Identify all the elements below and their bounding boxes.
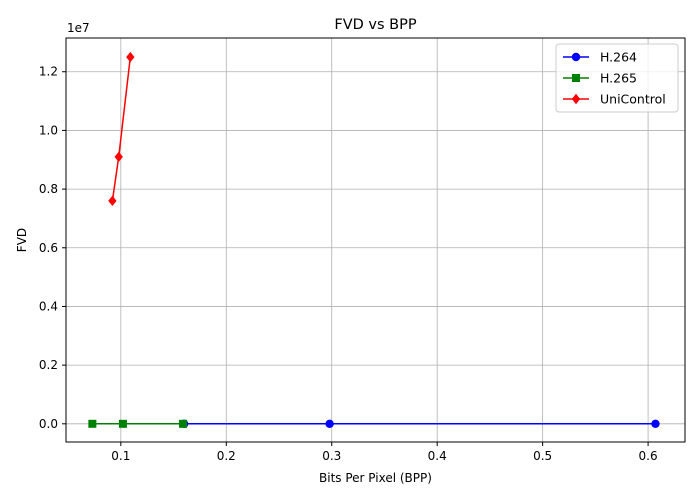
x-tick-label: 0.3 <box>322 449 341 463</box>
x-tick-label: 0.5 <box>533 449 552 463</box>
legend-label: H.265 <box>600 71 637 86</box>
y-tick-label: 0.0 <box>39 417 58 431</box>
data-point-unicontrol <box>126 51 135 63</box>
y-tick-label: 0.8 <box>39 182 58 196</box>
y-tick-label: 1.2 <box>39 65 58 79</box>
x-tick-label: 0.2 <box>217 449 236 463</box>
legend-marker <box>572 74 580 82</box>
y-tick-label: 1.0 <box>39 123 58 137</box>
plot-frame <box>65 37 686 443</box>
legend-label: UniControl <box>600 92 666 107</box>
data-point-h-265 <box>88 419 97 428</box>
data-point-h-265 <box>118 419 127 428</box>
x-tick-label: 0.1 <box>111 449 130 463</box>
y-axis-offset-label: 1e7 <box>67 21 90 35</box>
chart-title: FVD vs BPP <box>334 17 416 33</box>
legend-label: H.264 <box>600 50 637 65</box>
legend-marker <box>571 52 581 62</box>
y-tick-label: 0.2 <box>39 358 58 372</box>
data-point-unicontrol <box>114 151 123 163</box>
legend-item-h-264: H.264 <box>563 50 637 65</box>
legend-item-unicontrol: UniControl <box>563 92 666 107</box>
series-layer <box>88 51 660 429</box>
legend-item-h-265: H.265 <box>563 71 637 86</box>
grid-lines <box>66 38 685 442</box>
x-tick-label: 0.4 <box>428 449 447 463</box>
series-h-265 <box>88 419 188 428</box>
legend-marker <box>571 93 581 105</box>
y-tick-label: 0.6 <box>39 241 58 255</box>
series-unicontrol <box>108 51 135 207</box>
data-point-unicontrol <box>108 195 117 207</box>
legend: H.264 H.265 UniControl <box>555 43 679 113</box>
x-axis-ticks: 0.1 0.2 0.3 0.4 0.5 0.6 <box>111 442 658 463</box>
x-tick-label: 0.6 <box>639 449 658 463</box>
data-point-h-264 <box>325 419 334 429</box>
data-point-h-265 <box>179 419 188 428</box>
x-axis-label: Bits Per Pixel (BPP) <box>319 471 432 485</box>
y-axis-label: FVD <box>15 228 29 252</box>
legend-box <box>555 43 679 113</box>
data-point-h-264 <box>651 419 660 429</box>
y-axis-ticks: 0.0 0.2 0.4 0.6 0.8 1.0 1.2 <box>39 65 66 431</box>
y-tick-label: 0.4 <box>39 299 58 313</box>
